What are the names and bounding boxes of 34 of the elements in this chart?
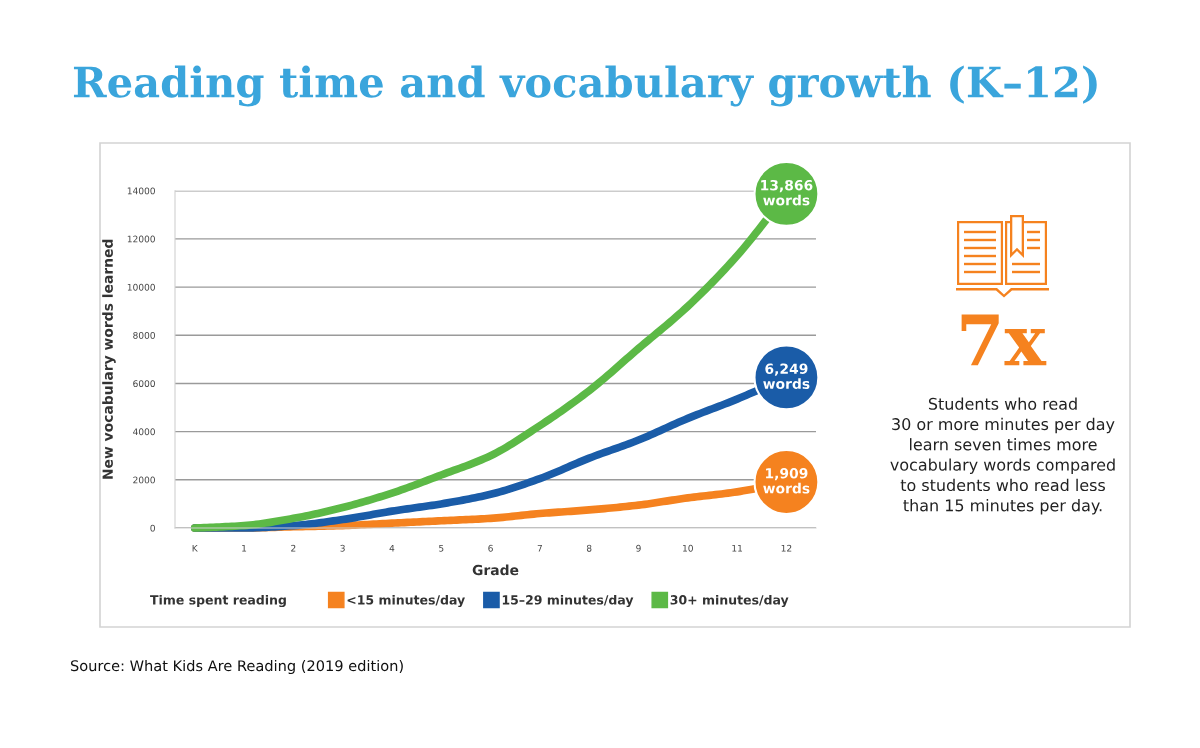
x-tick-label: 2 xyxy=(291,544,296,552)
legend-title: Time spent reading xyxy=(150,594,286,608)
data-label: 6,249 words xyxy=(763,363,810,389)
x-tick-label: 5 xyxy=(439,544,444,552)
chart-title: Reading time and vocabulary growth (K–12) xyxy=(73,65,1097,107)
y-tick-label: 10000 xyxy=(127,283,155,291)
x-tick-label: K xyxy=(192,544,198,552)
data-label: 13,866 words xyxy=(761,179,813,206)
x-tick-label: 8 xyxy=(586,544,592,552)
y-tick-label: 2000 xyxy=(133,476,155,484)
x-tick-label: 12 xyxy=(781,544,792,552)
text: 7x xyxy=(961,314,1047,366)
y-tick-label: 8000 xyxy=(133,331,155,339)
y-tick-label: 14000 xyxy=(127,187,155,195)
x-tick-label: 7 xyxy=(537,544,542,552)
legend-label: <15 minutes/day xyxy=(347,594,465,608)
data-label: 1,909 words xyxy=(763,468,810,494)
x-tick-label: 4 xyxy=(389,544,395,552)
x-tick-label: 10 xyxy=(683,544,693,552)
x-tick-label: 3 xyxy=(340,544,345,552)
y-axis-title: New vocabulary words learned xyxy=(102,239,116,479)
x-tick-label: 11 xyxy=(732,544,743,552)
x-axis-title: Grade xyxy=(472,564,519,576)
y-tick-label: 12000 xyxy=(127,235,155,243)
text: Students who read 30 or more minutes per day learn seven times more vocabulary words compared to students who read less than 15 minutes per day. xyxy=(890,397,1115,515)
x-tick-label: 9 xyxy=(636,544,641,552)
source-note: Source: What Kids Are Reading (2019 edition) xyxy=(70,659,403,675)
legend-label: 30+ minutes/day xyxy=(670,594,789,608)
y-tick-label: 0 xyxy=(150,524,155,532)
x-tick-label: 1 xyxy=(242,544,247,552)
y-tick-label: 6000 xyxy=(133,380,155,387)
y-tick-label: 4000 xyxy=(133,428,155,436)
legend-label: 15–29 minutes/day xyxy=(502,594,634,608)
x-tick-label: 6 xyxy=(488,544,493,552)
